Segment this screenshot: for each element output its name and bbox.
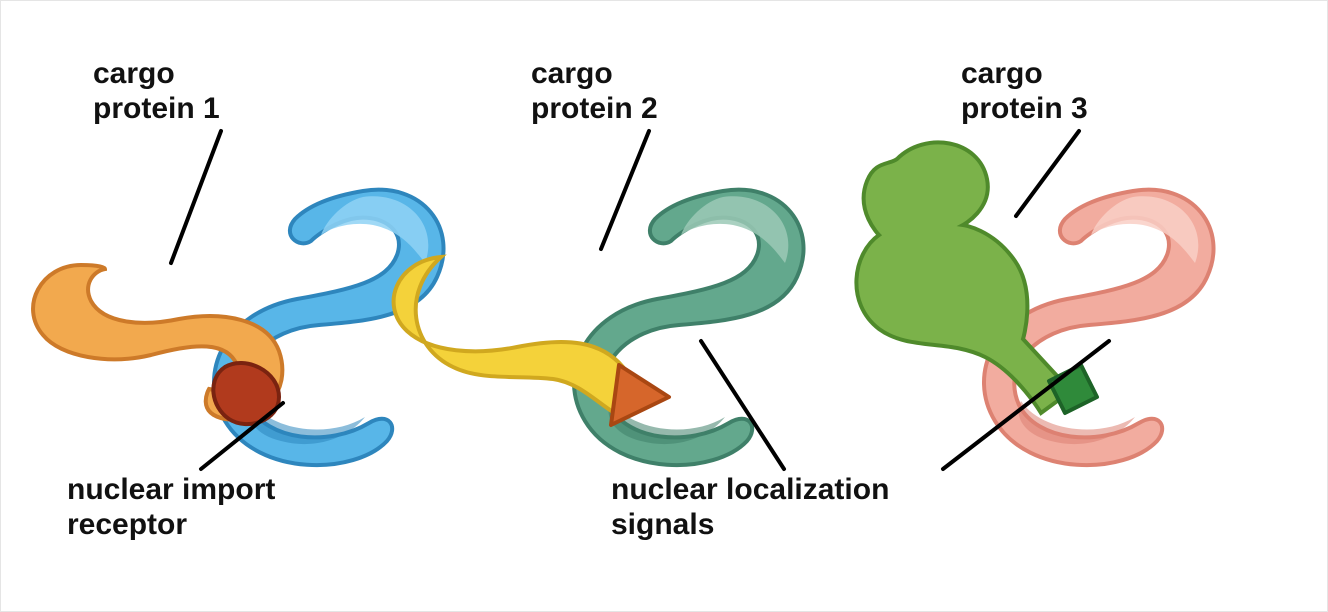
label-cargo-1: cargo protein 1 [93,57,220,126]
nls-1 [213,363,279,424]
nls-2 [611,365,669,425]
diagram-canvas: cargo protein 1 cargo protein 2 cargo pr… [0,0,1328,612]
receptor-2-s [574,190,804,465]
nls-2-shape [611,365,669,425]
nls-1-shape [213,363,279,424]
label-receptor: nuclear import receptor [67,473,275,542]
receptor-3-group [971,169,1231,469]
cargo-3-body [856,142,1071,413]
cargo-3 [856,142,1071,413]
label-nls: nuclear localization signals [611,473,889,542]
receptor-2-group [561,169,821,469]
receptor-1-group [201,169,461,469]
label-cargo-3: cargo protein 3 [961,57,1088,126]
label-cargo-2: cargo protein 2 [531,57,658,126]
